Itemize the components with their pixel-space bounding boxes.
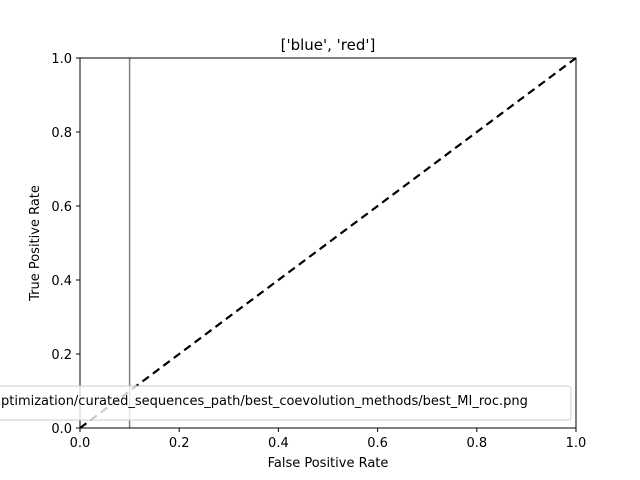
legend-entry-label: ptimization/curated_sequences_path/best_…	[1, 394, 528, 409]
y-tick-label: 0.6	[51, 200, 72, 215]
chart-title: ['blue', 'red']	[281, 36, 376, 54]
axes-frame	[79, 57, 577, 429]
x-tick-label: 0.4	[268, 436, 289, 451]
y-axis-ticks: 0.0 0.2 0.4 0.6 0.8 1.0	[51, 52, 80, 437]
diagonal-reference-line	[79, 57, 577, 429]
y-tick-label: 0.0	[51, 422, 72, 437]
x-axis-ticks: 0.0 0.2 0.4 0.6 0.8 1.0	[70, 428, 587, 451]
y-tick-label: 0.2	[51, 348, 72, 363]
y-tick-label: 1.0	[51, 52, 72, 67]
x-tick-label: 1.0	[566, 436, 587, 451]
x-axis-label: False Positive Rate	[268, 456, 389, 471]
y-tick-label: 0.8	[51, 126, 72, 141]
x-tick-label: 0.2	[169, 436, 190, 451]
x-tick-label: 0.6	[367, 436, 388, 451]
x-tick-label: 0.0	[70, 436, 91, 451]
x-tick-label: 0.8	[466, 436, 487, 451]
plot-lines	[79, 57, 577, 429]
legend-box	[0, 385, 572, 421]
legend: ptimization/curated_sequences_path/best_…	[0, 385, 572, 421]
y-tick-label: 0.4	[51, 274, 72, 289]
y-axis-label: True Positive Rate	[28, 185, 43, 302]
